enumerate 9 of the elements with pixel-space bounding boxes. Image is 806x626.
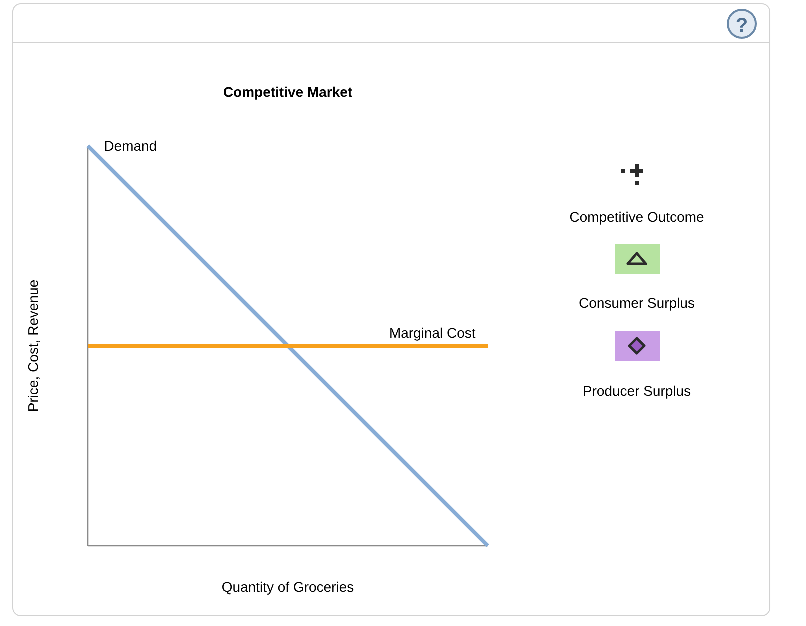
text: ?: [736, 18, 747, 32]
series-label: Demand: [105, 140, 156, 152]
chart-title: Competitive Market: [224, 86, 352, 100]
annotation: Competitive Outcome: [570, 212, 704, 225]
series-label: Marginal Cost: [390, 328, 476, 341]
annotation: Consumer Surplus: [580, 298, 694, 311]
x-axis-title: Quantity of Groceries: [222, 582, 354, 595]
y-axis-title: Price, Cost, Revenue: [28, 280, 40, 411]
annotation: Producer Surplus: [584, 386, 691, 399]
